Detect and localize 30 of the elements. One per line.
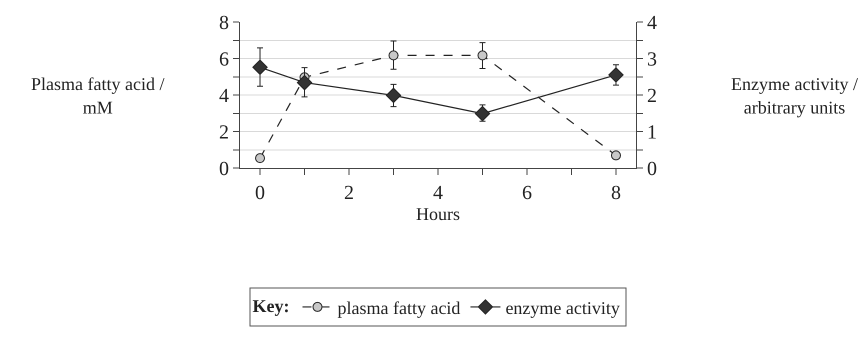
y-tick-label: 6 bbox=[219, 48, 229, 70]
y2-axis-title: Enzyme activity / arbitrary units bbox=[731, 74, 858, 118]
x-tick-label: 0 bbox=[255, 182, 266, 204]
x-axis-title: Hours bbox=[416, 204, 460, 224]
y2-tick-label: 1 bbox=[647, 122, 657, 144]
legend-title: Key: bbox=[252, 296, 290, 316]
point bbox=[255, 153, 266, 164]
x-tick-label: 8 bbox=[610, 182, 621, 204]
y-tick-label: 8 bbox=[219, 12, 229, 34]
x-tick-label: 2 bbox=[344, 182, 354, 204]
x-tick-label: 6 bbox=[522, 182, 532, 204]
point bbox=[477, 50, 488, 60]
point bbox=[474, 106, 490, 122]
point bbox=[388, 50, 399, 60]
y-tick-label: 0 bbox=[219, 158, 229, 180]
y-axis-title: Plasma fatty acid / mM bbox=[31, 74, 164, 118]
point bbox=[296, 74, 312, 90]
y2-tick-label: 3 bbox=[647, 48, 657, 70]
point bbox=[610, 150, 621, 160]
x-tick-label: 4 bbox=[433, 182, 443, 204]
y2-tick-label: 0 bbox=[647, 158, 657, 180]
point bbox=[608, 67, 624, 83]
legend-label: plasma fatty acid bbox=[337, 298, 460, 318]
point bbox=[252, 60, 268, 75]
point bbox=[386, 88, 402, 104]
y2-tick-label: 2 bbox=[647, 85, 657, 107]
y2-tick-label: 4 bbox=[647, 12, 657, 34]
legend-label: enzyme activity bbox=[505, 298, 620, 318]
y-tick-label: 4 bbox=[219, 85, 229, 107]
y-tick-label: 2 bbox=[219, 122, 229, 144]
